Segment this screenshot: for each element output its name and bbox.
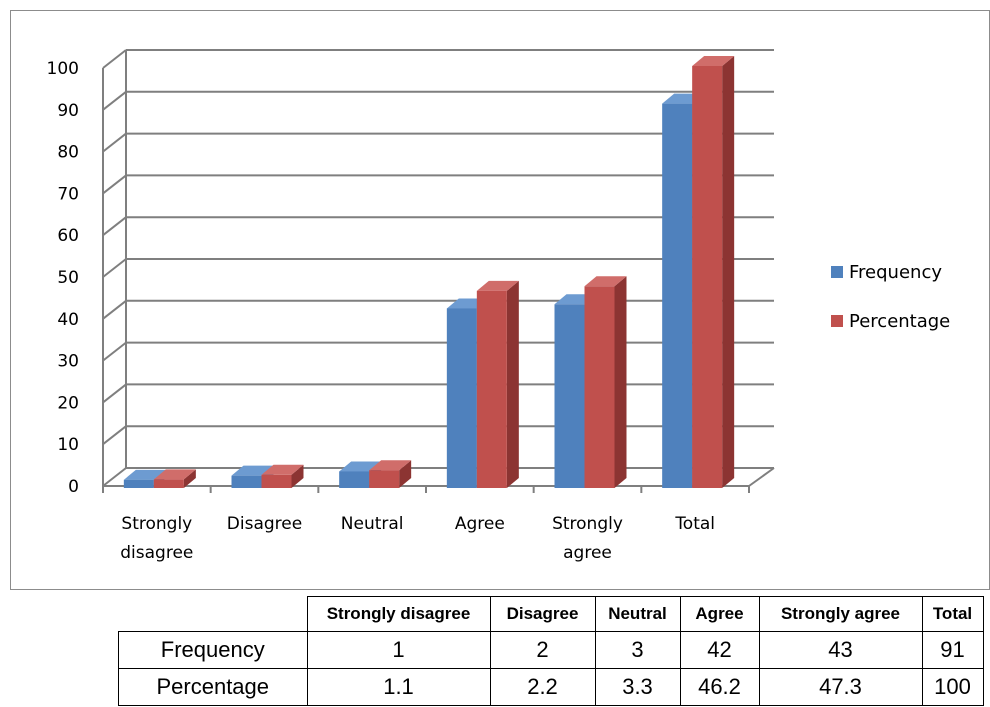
bar-side xyxy=(722,56,735,488)
table-row: Percentage 1.1 2.2 3.3 46.2 47.3 100 xyxy=(118,668,984,706)
bar-top xyxy=(476,280,519,291)
table-cell: 100 xyxy=(921,668,984,706)
table-row-label: Percentage xyxy=(118,668,308,706)
gridline-side xyxy=(102,132,127,153)
chart-area: 0 10 20 30 40 50 60 70 80 90 100 Strongly disagree Di… xyxy=(10,10,990,590)
y-tick-label: 90 xyxy=(57,101,79,121)
bar-side xyxy=(614,276,627,488)
table-cell: 2 xyxy=(489,631,596,669)
legend-label: Percentage xyxy=(849,311,950,332)
table-corner-cell xyxy=(118,596,308,632)
gridline-side xyxy=(102,49,127,69)
bar-top xyxy=(261,464,304,475)
y-tick-label: 40 xyxy=(57,310,79,330)
table-header-cell: Strongly agree xyxy=(758,596,923,632)
bar-frequency xyxy=(231,475,262,488)
y-tick-label: 60 xyxy=(57,226,79,246)
x-tick-label: disagree xyxy=(120,543,193,563)
bar-side xyxy=(399,460,412,488)
y-tick-label: 0 xyxy=(68,477,79,497)
table-cell: 3 xyxy=(594,631,681,669)
table-header-row: Strongly disagree Disagree Neutral Agree… xyxy=(118,596,984,632)
bar-percentage xyxy=(584,286,615,488)
bar-top xyxy=(692,56,735,66)
y-tick-label: 20 xyxy=(57,393,79,413)
gridline-side xyxy=(102,216,127,236)
table-header-cell: Disagree xyxy=(489,596,596,632)
x-tick-label: Strongly xyxy=(121,514,192,534)
table-cell: 46.2 xyxy=(679,668,760,706)
bar-top xyxy=(369,460,412,471)
x-tick-label: Total xyxy=(674,514,715,534)
y-tick-label: 10 xyxy=(57,435,79,455)
y-tick-label: 80 xyxy=(57,143,79,163)
bar-top xyxy=(153,469,196,480)
gridline-side xyxy=(102,341,127,362)
table-row: Frequency 1 2 3 42 43 91 xyxy=(118,631,984,669)
bar-percentage xyxy=(261,474,292,488)
table-cell: 1 xyxy=(306,631,491,669)
table-cell: 42 xyxy=(679,631,760,669)
x-tick-label: Strongly xyxy=(552,514,623,534)
bar-top xyxy=(584,276,627,287)
bar-percentage xyxy=(369,470,400,488)
data-table: Strongly disagree Disagree Neutral Agree… xyxy=(118,596,984,706)
x-tick-label: Neutral xyxy=(341,514,404,534)
table-header-cell: Strongly disagree xyxy=(306,596,491,632)
x-tick-label: Agree xyxy=(455,514,505,534)
legend-swatch xyxy=(831,266,843,278)
y-tick-label: 100 xyxy=(47,59,79,79)
bar-frequency xyxy=(446,308,477,488)
legend-label: Frequency xyxy=(849,262,942,283)
bar-side xyxy=(183,469,196,488)
table-cell: 43 xyxy=(758,631,923,669)
gridline-side xyxy=(102,383,127,404)
y-tick-label: 70 xyxy=(57,184,79,204)
x-tick-label: agree xyxy=(563,543,612,563)
gridline-side xyxy=(102,425,127,445)
table-header-cell: Agree xyxy=(679,596,760,632)
table-cell: 47.3 xyxy=(758,668,923,706)
gridline-side xyxy=(102,91,127,111)
bar-side xyxy=(506,280,519,488)
bar-chart: 0 10 20 30 40 50 60 70 80 90 100 Strongly disagree Di… xyxy=(47,49,950,563)
table-cell: 3.3 xyxy=(594,668,681,706)
x-tick-label: Disagree xyxy=(227,514,302,534)
bar-side xyxy=(291,464,304,488)
floor-edge xyxy=(748,467,775,487)
bar-frequency xyxy=(662,103,693,489)
table-header-cell: Total xyxy=(921,596,984,632)
y-tick-label: 50 xyxy=(57,268,79,288)
bar-frequency xyxy=(339,471,370,488)
table-row-label: Frequency xyxy=(118,631,308,669)
bar-percentage xyxy=(692,66,723,488)
gridline-side xyxy=(102,300,127,320)
table-cell: 2.2 xyxy=(489,668,596,706)
table-header-cell: Neutral xyxy=(594,596,681,632)
table-cell: 91 xyxy=(921,631,984,669)
bar-percentage xyxy=(153,479,184,488)
y-tick-label: 30 xyxy=(57,352,79,372)
gridline-side xyxy=(102,174,127,195)
bar-top xyxy=(123,469,166,480)
table-cell: 1.1 xyxy=(306,668,491,706)
bar-frequency xyxy=(123,479,154,488)
legend-swatch xyxy=(831,315,843,327)
bar-frequency xyxy=(554,304,585,488)
bar-top xyxy=(231,465,274,476)
gridline-side xyxy=(102,258,127,278)
bar-percentage xyxy=(476,290,507,488)
gridline-side xyxy=(102,467,127,487)
